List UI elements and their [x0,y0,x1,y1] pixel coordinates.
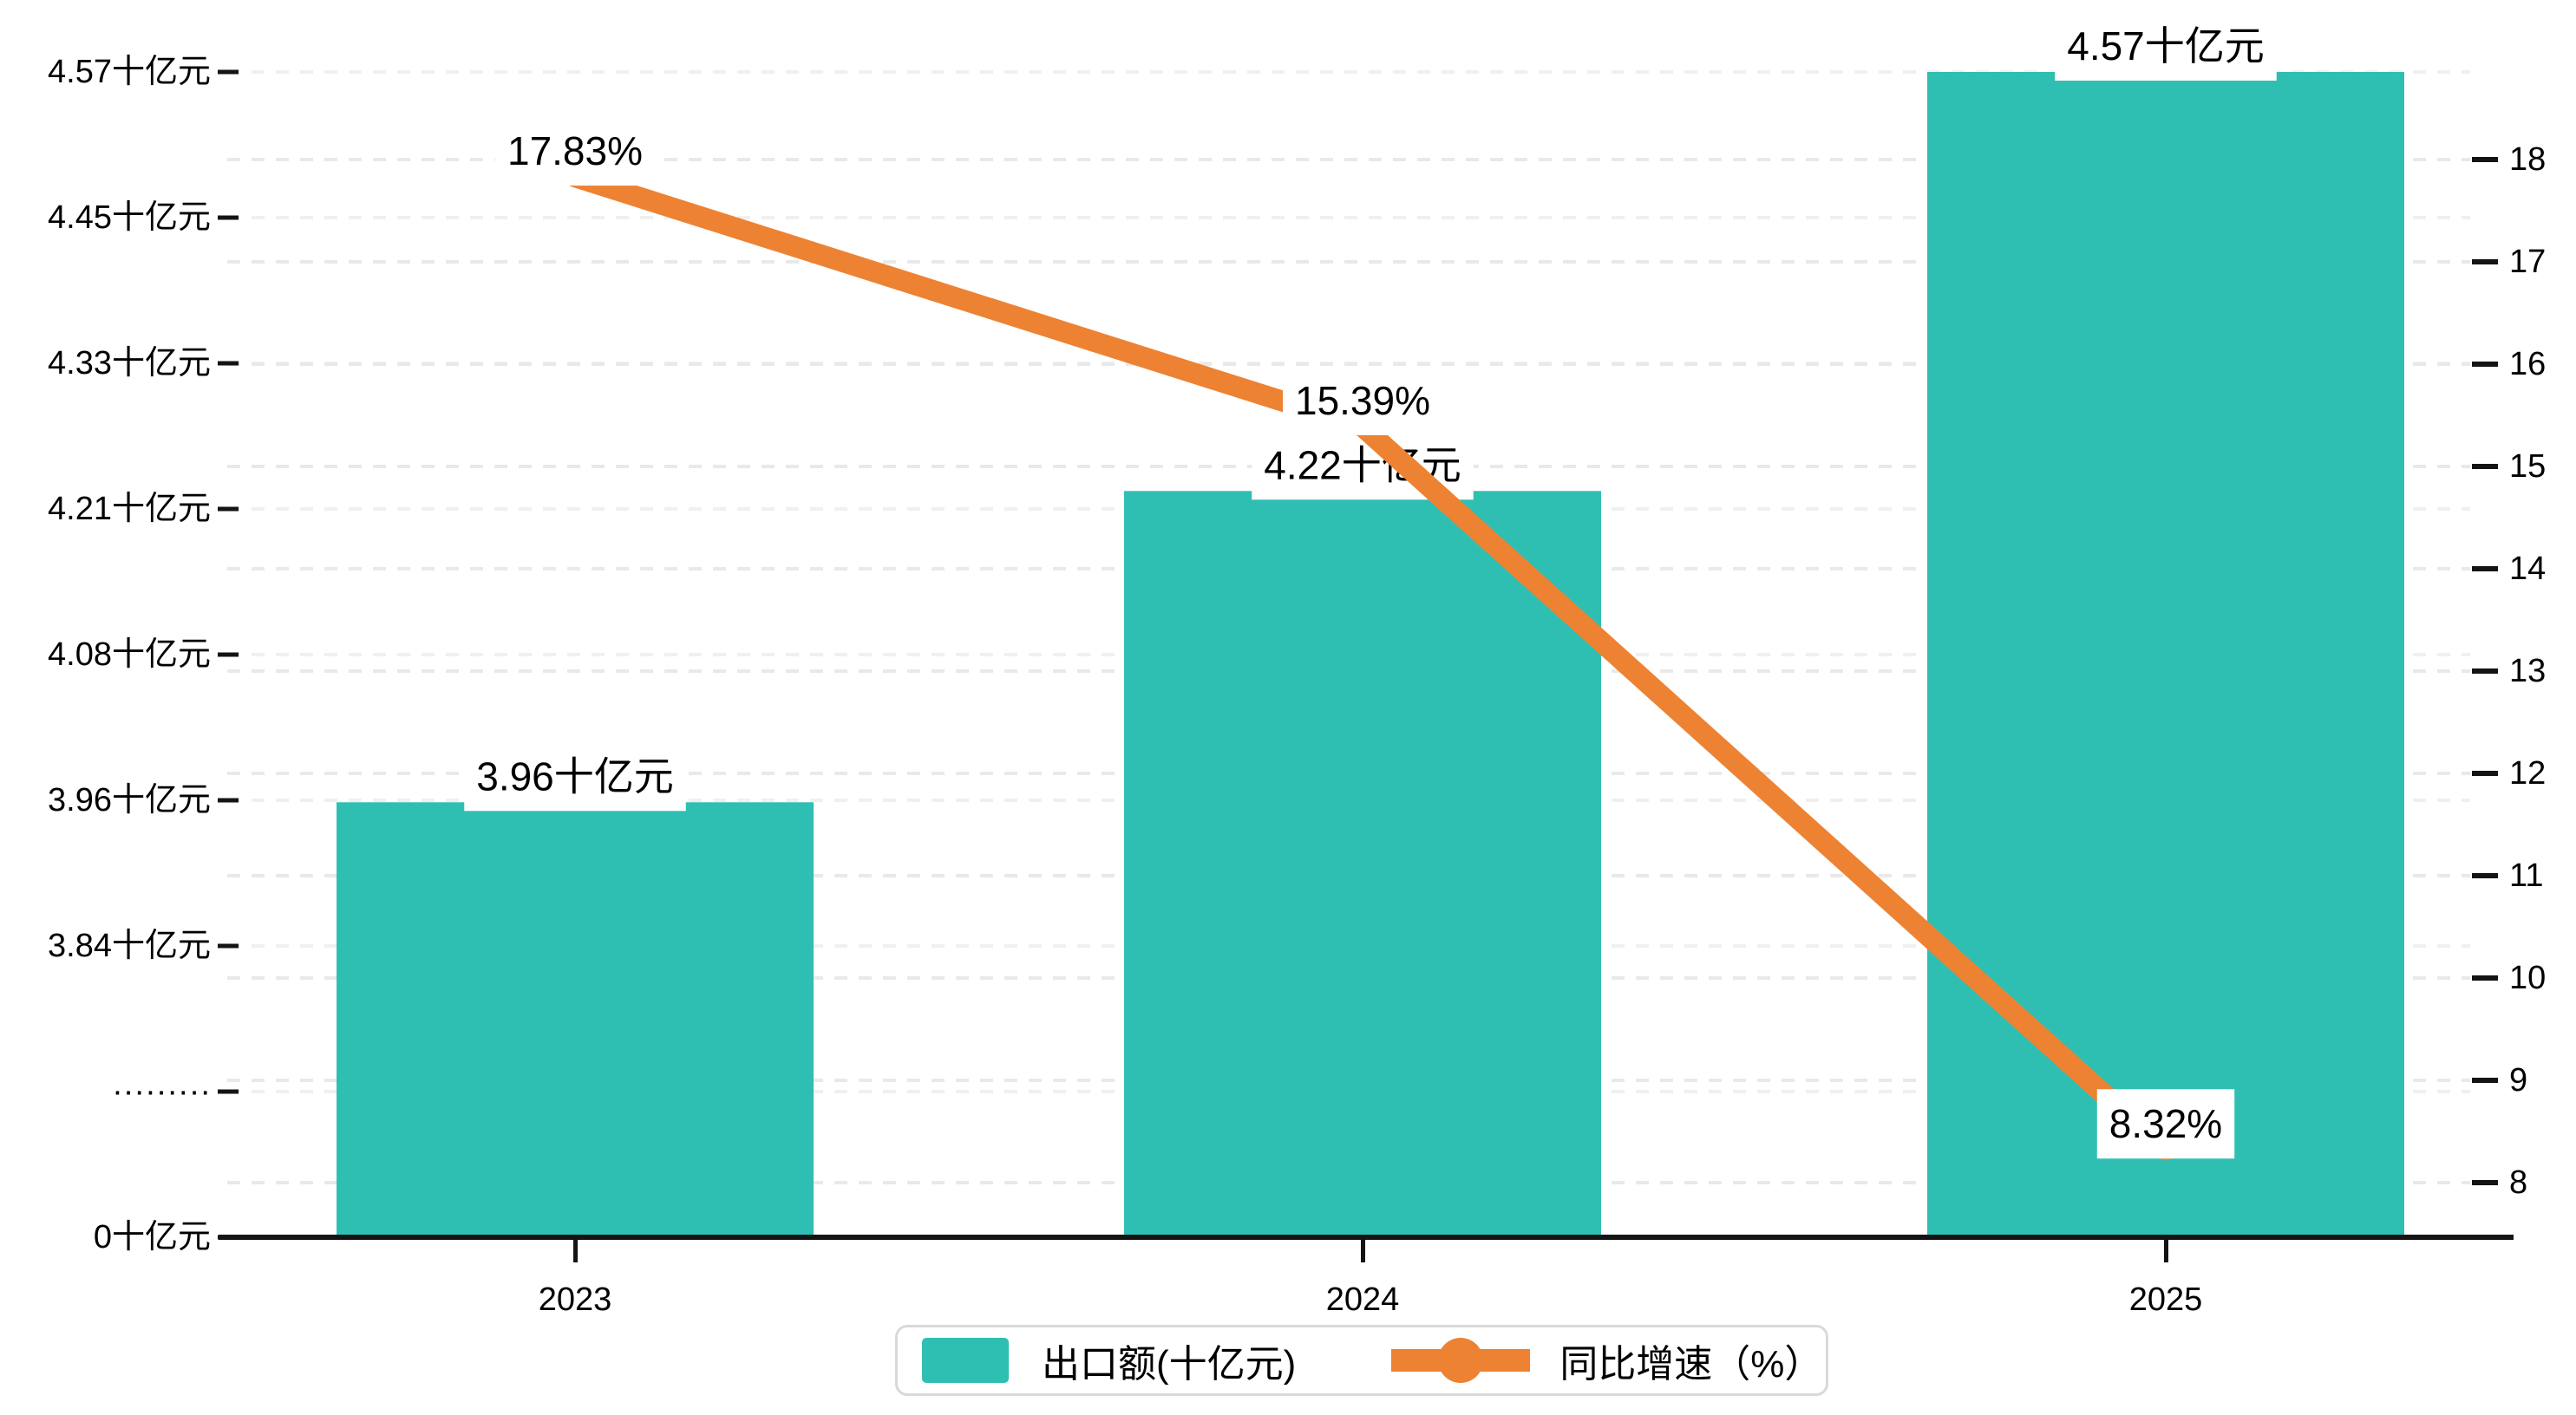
left-axis-tick-mark [218,1089,239,1094]
bar-2025 [1927,72,2404,1236]
right-axis-tick-label: 17 [2509,244,2546,280]
growth-value-label: 15.39% [1295,378,1430,423]
line-series-marker-icon [1391,1336,1531,1385]
bar-value-label-bg [464,741,686,812]
right-axis-tick-mark [2472,566,2498,571]
bar-value-label: 4.57十亿元 [2067,23,2265,68]
right-axis-tick-label: 14 [2509,551,2546,587]
left-axis-tick-label: ········· [112,1073,211,1110]
growth-value-label: 17.83% [507,128,643,173]
x-axis-label-2025: 2025 [2129,1281,2203,1318]
growth-value-label-bg [2096,1089,2235,1159]
right-axis-tick-label: 8 [2509,1164,2527,1201]
left-axis-tick-mark [218,69,239,75]
right-axis-tick-label: 15 [2509,448,2546,485]
growth-value-label-bg [494,116,656,186]
right-axis-tick-mark [2472,259,2498,264]
bar-value-label-bg [2055,11,2277,81]
left-axis-tick-label: 0十亿元 [94,1219,211,1255]
right-axis-tick-mark [2472,464,2498,469]
legend-item-export[interactable]: 出口额(十亿元) [922,1333,1296,1388]
right-axis-tick-label: 13 [2509,653,2546,689]
right-axis-tick-mark [2472,771,2498,776]
bar-value-label: 3.96十亿元 [476,753,674,799]
left-axis-tick-mark [218,943,239,949]
x-axis-label-2024: 2024 [1326,1281,1400,1318]
left-axis-tick-mark [218,506,239,512]
bar-2023 [337,802,814,1236]
left-axis-tick-label: 4.57十亿元 [48,54,211,90]
left-axis-tick-label: 4.33十亿元 [48,345,211,381]
legend-item-growth[interactable]: 同比增速（%） [1391,1333,1822,1388]
right-axis-tick-label: 18 [2509,141,2546,178]
x-axis-tick-mark [573,1240,578,1262]
x-axis-label-2023: 2023 [539,1281,612,1318]
left-axis-tick-label: 4.45十亿元 [48,199,211,236]
right-axis-tick-mark [2472,1180,2498,1185]
right-axis-tick-mark [2472,975,2498,981]
left-axis-tick-mark [218,361,239,366]
x-axis-line [219,1235,2514,1240]
right-axis-tick-mark [2472,1078,2498,1083]
right-axis-tick-mark [2472,157,2498,162]
x-axis-tick-mark [2164,1240,2168,1262]
growth-value-label: 8.32% [2109,1101,2222,1146]
right-axis-tick-label: 10 [2509,960,2546,996]
right-axis-tick-label: 12 [2509,755,2546,792]
right-axis-tick-label: 9 [2509,1062,2527,1099]
x-axis-tick-mark [1361,1240,1365,1262]
legend-label-growth: 同比增速（%） [1559,1343,1823,1386]
right-axis-tick-mark [2472,668,2498,674]
right-axis-tick-label: 16 [2509,346,2546,382]
right-axis-tick-mark [2472,362,2498,367]
bar-series-swatch-icon [922,1338,1009,1383]
left-axis-tick-mark [218,798,239,803]
left-axis-tick-label: 4.08十亿元 [48,636,211,673]
legend: 出口额(十亿元) 同比增速（%） [895,1325,1828,1396]
left-axis-tick-label: 3.84十亿元 [48,928,211,964]
right-axis-tick-mark [2472,873,2498,878]
left-axis-tick-mark [218,215,239,220]
left-axis-tick-label: 4.21十亿元 [48,491,211,527]
bar-2024 [1124,491,1601,1236]
left-axis-tick-label: 3.96十亿元 [48,782,211,818]
legend-label-export: 出口额(十亿元) [1042,1343,1297,1386]
left-axis-tick-mark [218,652,239,657]
growth-value-label-bg [1282,365,1443,435]
right-axis-tick-label: 11 [2509,857,2543,894]
